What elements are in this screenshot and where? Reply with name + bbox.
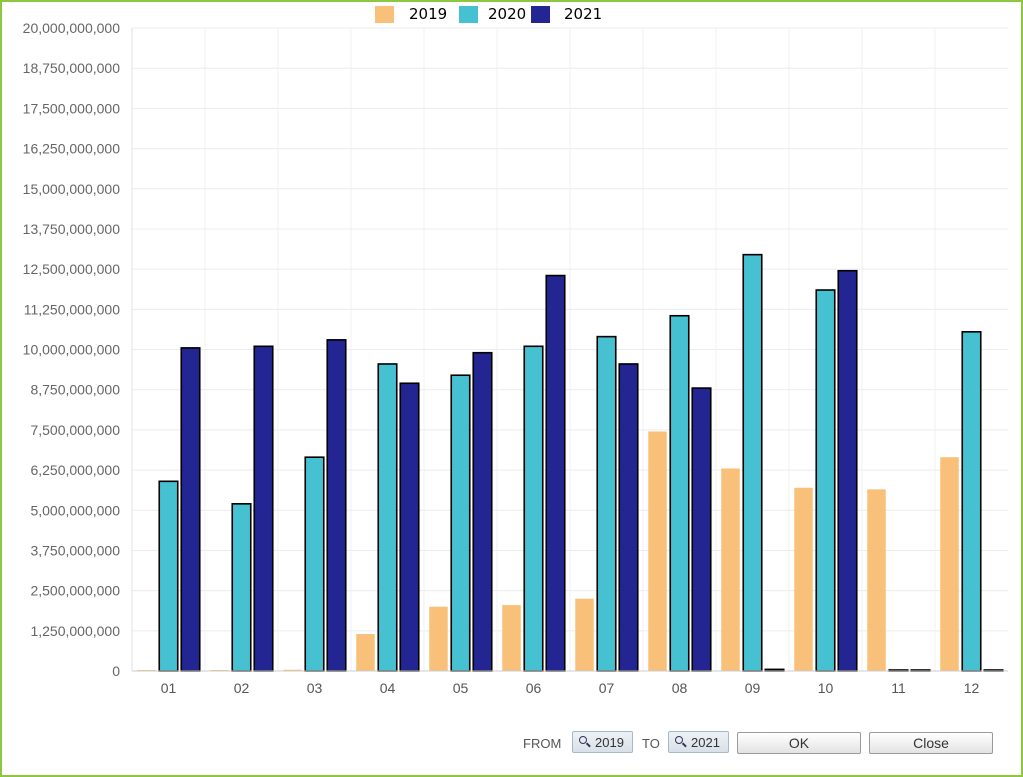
- bar-2020-07[interactable]: [596, 335, 617, 672]
- x-tick-label: 05: [453, 680, 469, 696]
- legend-label-2020: 2020: [488, 5, 527, 23]
- x-tick-label: 08: [672, 680, 688, 696]
- search-icon: [675, 736, 683, 744]
- bar-2020-03[interactable]: [304, 456, 325, 672]
- legend-swatch-2019: [375, 6, 394, 23]
- bar-2019-08[interactable]: [648, 431, 667, 671]
- y-tick-label: 7,500,000,000: [30, 422, 120, 438]
- x-tick-label: 04: [380, 680, 396, 696]
- x-tick-label: 11: [891, 680, 906, 696]
- range-controls: FROM 2019 TO 2021 OK Close: [0, 730, 1023, 760]
- bar-2019-06[interactable]: [502, 605, 521, 671]
- to-label: TO: [642, 736, 660, 751]
- ok-button[interactable]: OK: [737, 732, 861, 754]
- bar-2020-02[interactable]: [231, 503, 252, 672]
- bar-2020-09[interactable]: [742, 253, 763, 672]
- bar-2019-05[interactable]: [429, 606, 448, 671]
- bars: [137, 253, 1004, 672]
- bar-2020-04[interactable]: [377, 363, 398, 672]
- legend-swatch-2020: [459, 6, 478, 23]
- legend-swatch-2021: [531, 6, 550, 23]
- legend-label-2021: 2021: [564, 5, 603, 23]
- y-tick-label: 3,750,000,000: [30, 542, 120, 558]
- bar-2019-03[interactable]: [283, 669, 302, 671]
- bar-2020-01[interactable]: [158, 480, 179, 672]
- y-tick-label: 16,250,000,000: [23, 141, 121, 157]
- y-tick-label: 18,750,000,000: [23, 60, 121, 76]
- y-tick-label: 5,000,000,000: [30, 502, 120, 518]
- y-tick-label: 6,250,000,000: [30, 462, 120, 478]
- y-tick-label: 17,500,000,000: [23, 100, 121, 116]
- bar-2021-07[interactable]: [618, 363, 639, 672]
- bar-2021-06[interactable]: [545, 274, 566, 672]
- y-tick-label: 13,750,000,000: [23, 221, 121, 237]
- bar-2019-07[interactable]: [575, 598, 594, 671]
- y-tick-label: 2,500,000,000: [30, 583, 120, 599]
- bar-2020-12[interactable]: [961, 331, 982, 672]
- bar-2021-02[interactable]: [253, 345, 274, 672]
- bar-2019-09[interactable]: [721, 468, 740, 671]
- bar-2020-05[interactable]: [450, 374, 471, 672]
- bar-2019-04[interactable]: [356, 634, 375, 671]
- y-tick-label: 8,750,000,000: [30, 382, 120, 398]
- x-tick-label: 07: [599, 680, 615, 696]
- y-tick-label: 10,000,000,000: [23, 342, 121, 358]
- x-tick-label: 06: [526, 680, 542, 696]
- bar-2019-11[interactable]: [867, 489, 886, 671]
- bar-2020-10[interactable]: [815, 289, 836, 672]
- bar-2021-01[interactable]: [180, 347, 201, 672]
- bar-2021-04[interactable]: [399, 382, 420, 672]
- from-year-value: 2019: [595, 735, 624, 750]
- bar-2020-08[interactable]: [669, 314, 690, 672]
- y-tick-label: 0: [112, 663, 120, 679]
- search-icon: [579, 736, 587, 744]
- bar-2021-10[interactable]: [837, 269, 858, 672]
- x-tick-label: 02: [234, 680, 250, 696]
- legend-label-2019: 2019: [409, 5, 448, 23]
- y-tick-label: 12,500,000,000: [23, 261, 121, 277]
- x-tick-label: 03: [307, 680, 323, 696]
- x-tick-label: 10: [818, 680, 834, 696]
- axes: 0 1,250,000,000 2,500,000,000 3,750,000,000…: [23, 20, 1008, 696]
- from-year-picker[interactable]: 2019: [572, 731, 633, 753]
- grid: [132, 27, 1008, 672]
- y-tick-label: 1,250,000,000: [30, 623, 120, 639]
- y-tick-label: 11,250,000,000: [24, 301, 120, 317]
- x-tick-label: 01: [161, 680, 177, 696]
- bar-2020-06[interactable]: [523, 345, 544, 672]
- bar-chart: 0 1,250,000,000 2,500,000,000 3,750,000,000…: [23, 20, 1008, 696]
- from-label: FROM: [523, 736, 562, 751]
- bar-2021-08[interactable]: [691, 387, 712, 672]
- x-tick-label: 09: [745, 680, 761, 696]
- to-year-value: 2021: [691, 735, 720, 750]
- y-tick-label: 15,000,000,000: [23, 181, 121, 197]
- x-tick-label: 12: [964, 680, 980, 696]
- to-year-picker[interactable]: 2021: [668, 731, 729, 753]
- y-tick-label: 20,000,000,000: [23, 20, 121, 36]
- bar-2021-03[interactable]: [326, 339, 347, 672]
- bar-2019-12[interactable]: [940, 457, 959, 671]
- bar-2021-05[interactable]: [472, 351, 493, 672]
- close-button[interactable]: Close: [869, 732, 993, 754]
- bar-2019-10[interactable]: [794, 487, 813, 671]
